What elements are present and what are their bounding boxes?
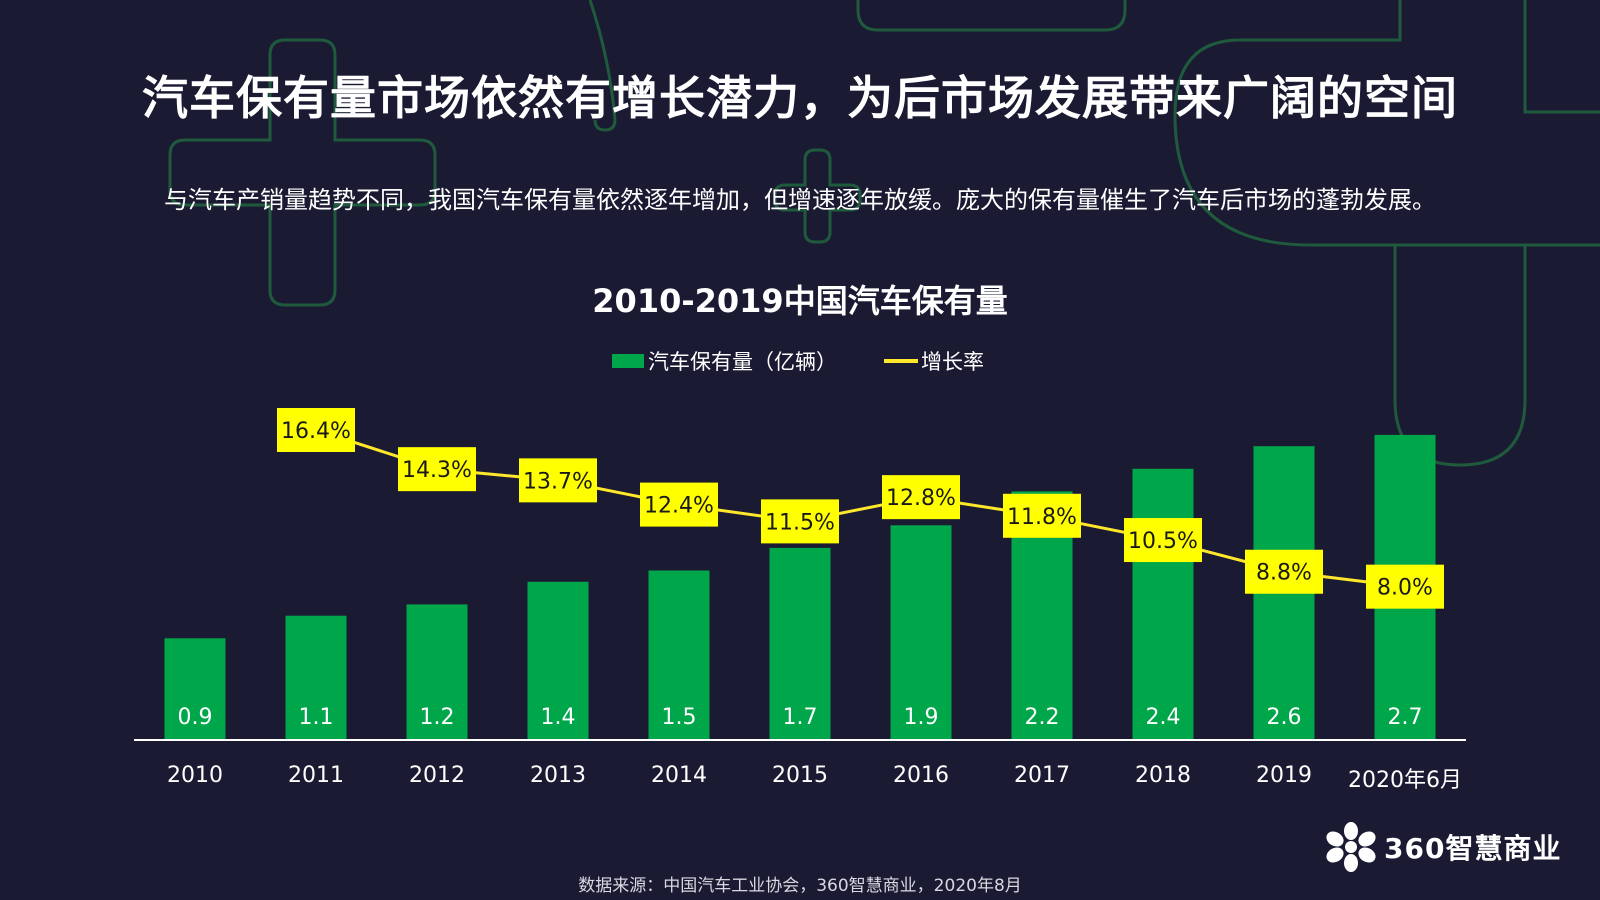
- x-axis-tick-labels: 2010 2011 2012 2013 2014 2015 2016 2017 2018 2019…: [167, 763, 1462, 793]
- page-title: 汽车保有量市场依然有增长潜力，为后市场发展带来广阔的空间: [142, 71, 1458, 125]
- growth-rate-point: 11.5%: [761, 499, 839, 544]
- x-tick-label: 2010: [167, 763, 223, 788]
- chart-legend: 汽车保有量（亿辆） 增长率: [612, 350, 984, 374]
- x-tick-label: 2017: [1014, 763, 1070, 788]
- growth-rate-label: 16.4%: [281, 419, 351, 444]
- growth-rate-label: 8.0%: [1377, 576, 1433, 601]
- growth-rate-point: 8.8%: [1245, 549, 1323, 594]
- bar-value-label: 1.1: [299, 705, 334, 730]
- growth-rate-point: 16.4%: [277, 408, 355, 452]
- bar-value-label: 2.6: [1267, 705, 1302, 730]
- decor-curve-right: [1173, 0, 1600, 247]
- decor-arch-right: [1393, 245, 1527, 467]
- bar: [648, 570, 710, 740]
- growth-rate-label-box: [1124, 518, 1202, 563]
- growth-rate-point: 8.0%: [1366, 564, 1444, 609]
- brand-name: 360智慧商业: [1384, 832, 1562, 865]
- growth-rate-label: 12.4%: [644, 494, 714, 519]
- x-tick-label: 2020年6月: [1348, 768, 1462, 793]
- growth-rate-point: 14.3%: [398, 447, 476, 492]
- bar: [164, 638, 226, 740]
- bar-value-label: 1.7: [783, 705, 818, 730]
- growth-rate-label: 11.8%: [1007, 505, 1077, 530]
- bar: [769, 547, 831, 740]
- x-tick-label: 2016: [893, 763, 949, 788]
- growth-rate-label: 13.7%: [523, 469, 593, 494]
- bar-value-label: 1.9: [904, 705, 939, 730]
- bar-value-label: 2.7: [1388, 705, 1423, 730]
- growth-rate-point: 10.5%: [1124, 518, 1202, 563]
- decor-corner-right: [1523, 0, 1600, 114]
- growth-rate-label-box: [1003, 493, 1081, 538]
- bar-value-label: 0.9: [178, 705, 213, 730]
- bar-value-label: 1.2: [420, 705, 455, 730]
- growth-rate-label-box: [640, 482, 718, 527]
- x-tick-label: 2013: [530, 763, 586, 788]
- brand-logo: 360智慧商业: [1322, 822, 1561, 872]
- decor-top-shape: [856, 0, 1127, 32]
- x-tick-label: 2018: [1135, 763, 1191, 788]
- growth-rate-series: 16.4% 14.3% 13.7% 12.4% 11.5% 12.8% 11.8% 10.5%…: [277, 408, 1444, 609]
- bar: [285, 615, 347, 740]
- growth-rate-point: 13.7%: [519, 458, 597, 503]
- bar-series: [164, 434, 1436, 740]
- bar: [406, 604, 468, 740]
- bar-value-label: 2.4: [1146, 705, 1181, 730]
- growth-rate-line: [315, 428, 1406, 589]
- legend-label-line: 增长率: [921, 350, 984, 374]
- growth-rate-label-box: [277, 408, 355, 452]
- x-tick-label: 2012: [409, 763, 465, 788]
- x-tick-label: 2015: [772, 763, 828, 788]
- growth-rate-label: 10.5%: [1128, 529, 1198, 554]
- bar-value-label: 1.4: [541, 705, 576, 730]
- growth-rate-label: 11.5%: [765, 510, 835, 535]
- growth-rate-label: 12.8%: [886, 486, 956, 511]
- x-tick-label: 2019: [1256, 763, 1312, 788]
- decor-cross-left: [168, 38, 437, 307]
- bar-value-label: 1.5: [662, 705, 697, 730]
- growth-rate-label-box: [519, 458, 597, 503]
- growth-rate-label-box: [882, 475, 960, 520]
- growth-rate-point: 11.8%: [1003, 493, 1081, 538]
- bar: [527, 581, 589, 740]
- page-subtitle: 与汽车产销量趋势不同，我国汽车保有量依然逐年增加，但增速逐年放缓。庞大的保有量催…: [164, 186, 1436, 214]
- x-tick-label: 2011: [288, 763, 344, 788]
- brand-flower-icon: [1326, 822, 1376, 872]
- bar-value-labels: 0.9 1.1 1.2 1.4 1.5 1.7 1.9 2.2 2.4 2.6 2.7: [178, 705, 1423, 730]
- bar: [1132, 468, 1194, 740]
- growth-rate-label-box: [398, 447, 476, 492]
- decor-cross-small: [773, 148, 862, 244]
- legend-label-bar: 汽车保有量（亿辆）: [648, 350, 837, 374]
- growth-rate-label-box: [761, 499, 839, 544]
- growth-rate-label: 14.3%: [402, 458, 472, 483]
- decor-curve-left: [588, 0, 617, 132]
- bar-value-label: 2.2: [1025, 705, 1060, 730]
- bar: [890, 525, 952, 740]
- growth-rate-label-box: [1245, 549, 1323, 594]
- chart-title: 2010-2019中国汽车保有量: [592, 282, 1007, 320]
- source-note: 数据来源：中国汽车工业协会，360智慧商业，2020年8月: [578, 876, 1022, 896]
- growth-rate-point: 12.8%: [882, 475, 960, 520]
- growth-rate-point: 12.4%: [640, 482, 718, 527]
- legend-swatch-bar: [612, 354, 644, 368]
- growth-rate-label: 8.8%: [1256, 561, 1312, 586]
- growth-rate-label-box: [1366, 564, 1444, 609]
- x-tick-label: 2014: [651, 763, 707, 788]
